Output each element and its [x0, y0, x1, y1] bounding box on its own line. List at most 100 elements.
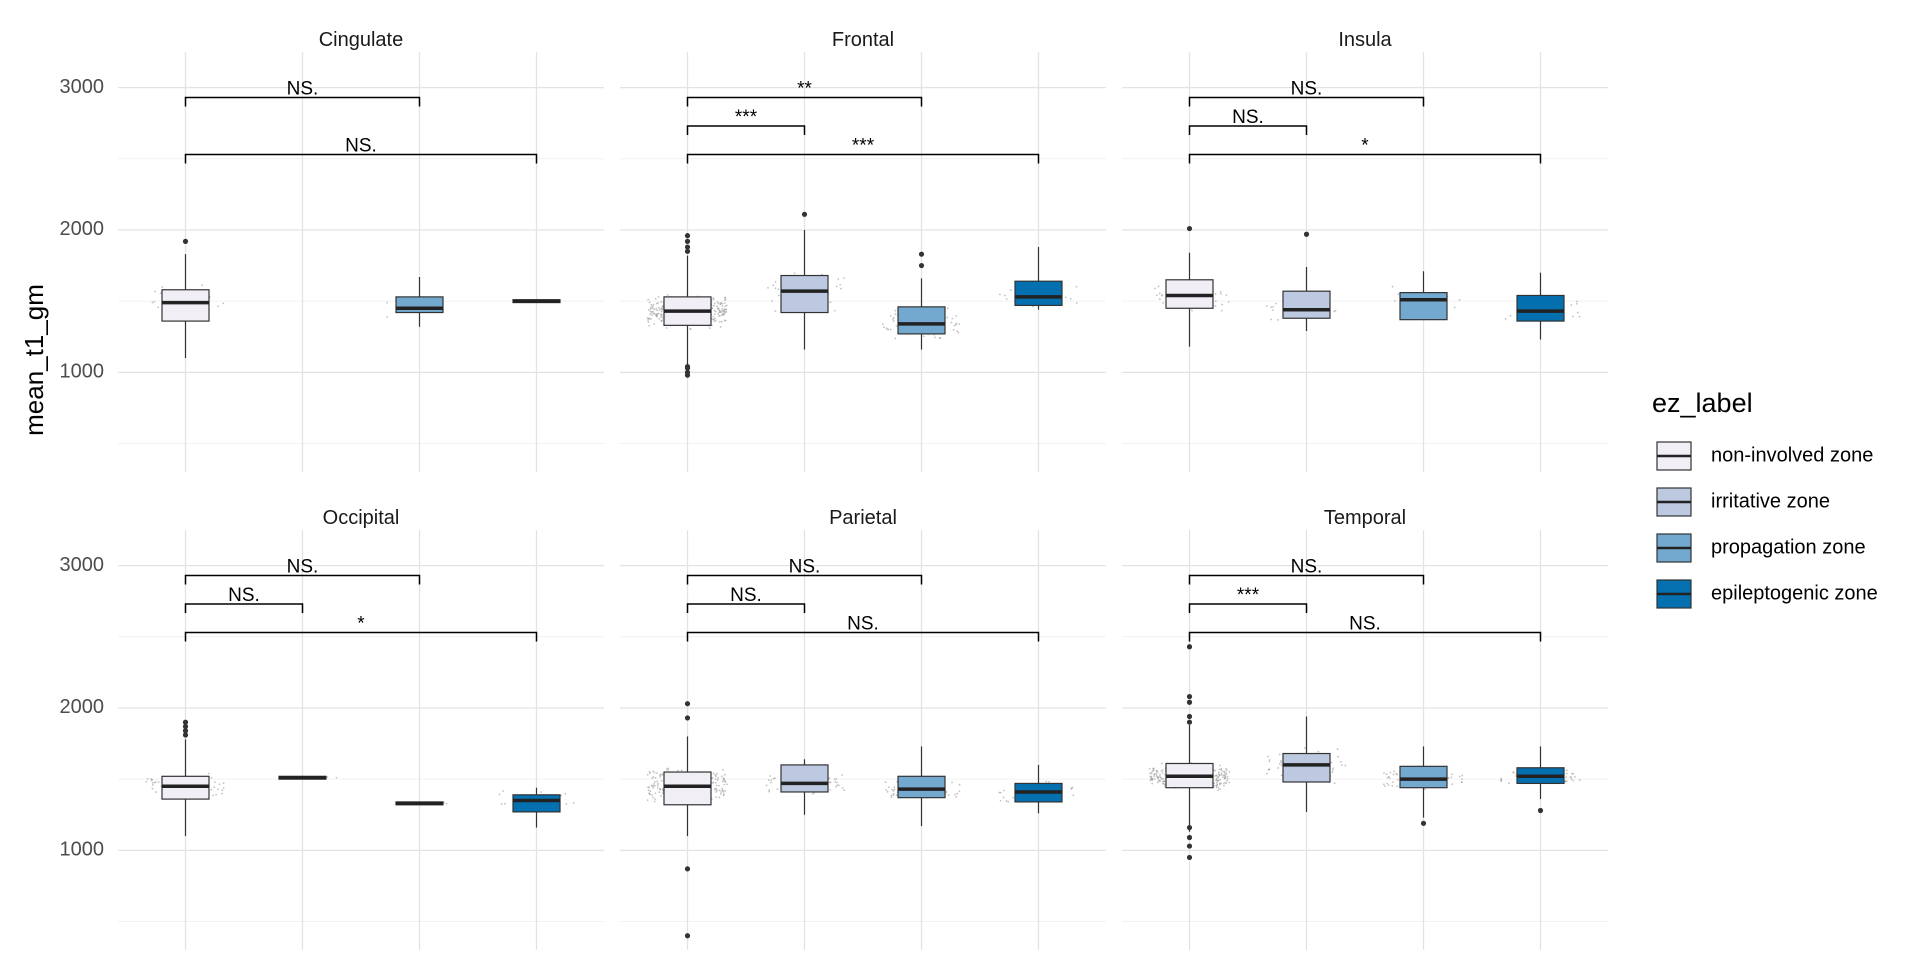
- jitter-point: [653, 308, 656, 311]
- jitter-point: [1075, 285, 1078, 288]
- jitter-point: [1007, 800, 1010, 803]
- jitter-point: [724, 296, 726, 299]
- jitter-point: [335, 776, 338, 779]
- box-non-involved-zone: [1148, 644, 1231, 861]
- box-non-involved-zone: [646, 701, 729, 939]
- facet-occipital: Occipital 1000 2000 3000 NS. NS. *: [60, 507, 604, 950]
- outlier-point: [684, 701, 691, 707]
- jitter-point: [657, 296, 660, 298]
- outlier-point: [684, 715, 691, 721]
- jitter-point: [708, 327, 711, 330]
- jitter-point: [1277, 767, 1280, 769]
- jitter-point: [651, 794, 654, 797]
- jitter-point: [843, 789, 846, 792]
- significance-bracket: NS.: [1188, 107, 1308, 136]
- jitter-point: [1151, 770, 1154, 773]
- jitter-point: [648, 301, 651, 304]
- jitter-point: [718, 796, 721, 799]
- jitter-point: [1150, 777, 1152, 780]
- box-epileptogenic-zone: [998, 764, 1075, 814]
- jitter-point: [653, 323, 656, 325]
- jitter-point: [651, 305, 654, 308]
- jitter-point: [837, 278, 840, 281]
- jitter-point: [214, 781, 216, 784]
- jitter-point: [1396, 785, 1398, 788]
- jitter-point: [151, 781, 154, 784]
- jitter-point: [724, 305, 727, 308]
- jitter-point: [651, 306, 654, 309]
- jitter-point: [649, 313, 652, 316]
- jitter-point: [1220, 292, 1222, 295]
- jitter-point: [1228, 770, 1231, 773]
- jitter-point: [652, 785, 655, 788]
- jitter-point: [1340, 760, 1342, 763]
- significance-bracket: **: [686, 79, 923, 107]
- jitter-point: [660, 310, 663, 313]
- box-body: [1399, 765, 1448, 789]
- bracket-line: [686, 631, 1040, 642]
- jitter-point: [769, 775, 772, 777]
- jitter-point: [1389, 771, 1392, 774]
- jitter-point: [765, 784, 768, 787]
- jitter-point: [721, 307, 724, 310]
- box-non-involved-zone: [646, 233, 728, 378]
- y-tick-label: 1000: [60, 839, 105, 861]
- jitter-point: [1009, 289, 1012, 291]
- jitter-point: [1576, 300, 1578, 303]
- jitter-point: [1386, 782, 1388, 785]
- jitter-point: [1575, 302, 1578, 305]
- jitter-point: [649, 790, 652, 793]
- jitter-point: [652, 770, 655, 773]
- jitter-point: [155, 791, 158, 793]
- jitter-point: [892, 318, 894, 320]
- significance-bracket: NS.: [686, 557, 923, 585]
- jitter-point: [661, 308, 663, 311]
- box-epileptogenic-zone: [512, 299, 561, 304]
- jitter-point: [660, 301, 663, 303]
- jitter-point: [1215, 774, 1218, 777]
- jitter-point: [222, 787, 225, 790]
- jitter-point: [655, 307, 658, 310]
- jitter-point: [1158, 292, 1161, 295]
- jitter-point: [1069, 297, 1072, 300]
- jitter-point: [1005, 297, 1008, 300]
- jitter-point: [151, 787, 154, 790]
- jitter-point: [652, 787, 655, 789]
- jitter-point: [713, 298, 715, 301]
- jitter-point: [1508, 782, 1510, 784]
- jitter-point: [885, 789, 888, 791]
- jitter-point: [1151, 782, 1154, 785]
- significance-bracket: ***: [1188, 585, 1308, 614]
- jitter-point: [1157, 777, 1160, 780]
- significance-label: ***: [852, 136, 875, 157]
- jitter-point: [1396, 773, 1399, 776]
- facet-title: Occipital: [323, 507, 400, 529]
- jitter-point: [712, 772, 715, 775]
- jitter-point: [651, 314, 654, 317]
- jitter-point: [950, 321, 953, 324]
- box-epileptogenic-zone: [998, 247, 1078, 310]
- box-body: [897, 775, 946, 799]
- jitter-point: [892, 794, 895, 796]
- jitter-point: [217, 305, 219, 308]
- jitter-point: [1150, 775, 1153, 778]
- jitter-point: [1268, 760, 1271, 763]
- jitter-point: [648, 771, 651, 773]
- box-body: [395, 296, 444, 314]
- jitter-point: [1576, 311, 1579, 314]
- jitter-point: [1265, 305, 1268, 307]
- jitter-point: [841, 774, 844, 776]
- jitter-point: [715, 784, 718, 787]
- jitter-point: [1220, 774, 1223, 776]
- jitter-point: [653, 800, 656, 803]
- jitter-point: [1225, 294, 1228, 297]
- jitter-point: [649, 310, 652, 313]
- jitter-point: [656, 780, 659, 783]
- jitter-point: [1152, 769, 1155, 772]
- jitter-point: [646, 799, 649, 802]
- jitter-point: [722, 794, 725, 797]
- jitter-point: [1571, 772, 1573, 775]
- jitter-point: [1267, 755, 1270, 758]
- jitter-point: [572, 801, 575, 804]
- box-propagation-zone: [884, 746, 961, 827]
